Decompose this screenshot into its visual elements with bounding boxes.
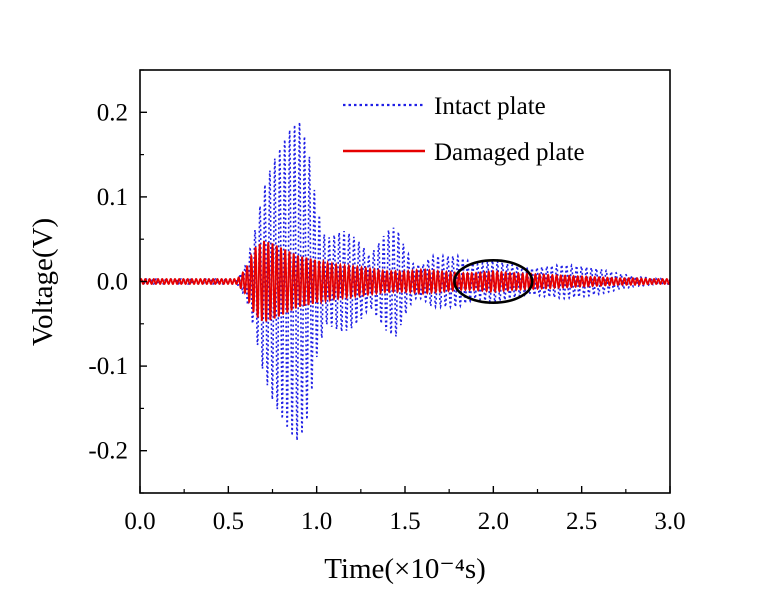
y-tick-label: 0.1 bbox=[97, 184, 128, 211]
y-tick-label: -0.1 bbox=[88, 353, 128, 380]
y-tick-label: 0.0 bbox=[97, 269, 128, 296]
ticks-layer: 0.0 0.5 1.0 1.5 2.0 2.5 3.0 -0.2 -0.1 0.0 0.1 0.2 bbox=[88, 69, 686, 535]
series-line-damaged-plate bbox=[140, 240, 670, 322]
y-tick-label: -0.2 bbox=[88, 438, 128, 465]
legend-label-intact-plate: Intact plate bbox=[434, 93, 546, 120]
x-tick-label: 3.0 bbox=[654, 508, 685, 535]
x-tick-label: 1.0 bbox=[301, 508, 332, 535]
x-tick-label: 2.0 bbox=[478, 508, 509, 535]
annotation-layer bbox=[453, 259, 534, 304]
y-tick-label: 0.2 bbox=[97, 99, 128, 126]
x-tick-label: 2.5 bbox=[566, 508, 597, 535]
x-tick-label: 0.5 bbox=[213, 508, 244, 535]
highlight-ellipse bbox=[453, 259, 534, 304]
series-layer bbox=[140, 122, 670, 441]
legend-label-damaged-plate: Damaged plate bbox=[434, 139, 585, 166]
x-axis-title: Time(×10⁻⁴s) bbox=[324, 553, 486, 585]
legend: Intact plate Damaged plate bbox=[343, 93, 585, 166]
x-tick-label: 1.5 bbox=[389, 508, 420, 535]
x-tick-label: 0.0 bbox=[124, 508, 155, 535]
y-axis-title: Voltage(V) bbox=[27, 218, 59, 346]
